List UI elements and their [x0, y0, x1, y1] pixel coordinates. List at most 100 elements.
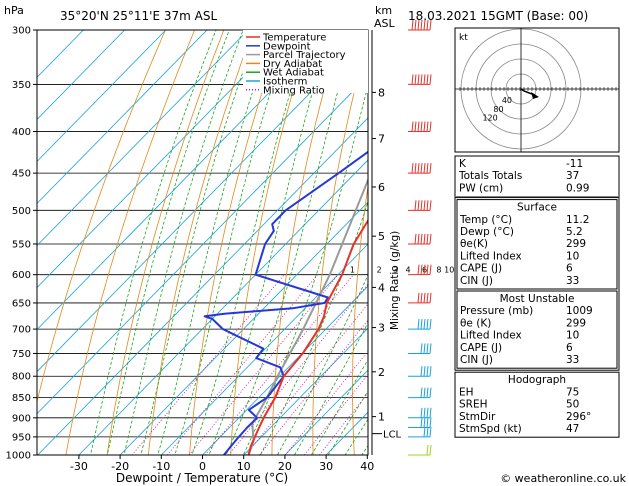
- dry-adiabat-310: [352, 183, 368, 455]
- surface-table-value: 5.2: [566, 226, 583, 238]
- pressure-tick-label: 500: [12, 206, 31, 217]
- wind-barb-flag: [420, 19, 423, 31]
- wet-adiabat--24: [90, 30, 217, 455]
- isotherm--80: [37, 30, 290, 289]
- surface-table-label: Lifted Index: [460, 250, 522, 262]
- wind-barb-flag: [420, 74, 423, 85]
- indices-table-label: Totals Totals: [458, 170, 522, 182]
- temp-tick-label: -20: [111, 460, 129, 473]
- wind-barb-flag: [426, 407, 429, 418]
- legend-label: Temperature: [262, 33, 326, 44]
- temp-tick-label: 0: [199, 460, 206, 473]
- wind-barb-flag: [420, 200, 423, 211]
- parcel-trajectory-line: [247, 177, 368, 455]
- wind-barb-flag: [420, 417, 423, 428]
- hodograph-table-title: Hodograph: [508, 374, 566, 386]
- wind-barb: [408, 387, 432, 399]
- isotherm--120: [37, 30, 125, 120]
- wet-adiabat-12: [242, 83, 368, 455]
- legend-background: [243, 30, 368, 93]
- wind-barb-flag: [429, 74, 432, 85]
- wind-barb-flag: [426, 292, 429, 303]
- wind-barb-flag: [420, 319, 423, 330]
- wind-barb-flag: [429, 19, 432, 31]
- most-unstable-table-frame: [456, 290, 618, 369]
- isotherm--20: [119, 201, 368, 455]
- most-unstable-table-title: Most Unstable: [500, 293, 575, 305]
- pressure-tick-label: 550: [12, 239, 31, 250]
- wind-barb-flag: [417, 74, 420, 85]
- indices-table-value: -11: [566, 158, 583, 170]
- wind-barb-flag: [426, 233, 429, 245]
- wet-adiabat--8: [157, 30, 274, 455]
- mixing-ratio-line-3: [188, 274, 339, 455]
- wind-barb-flag: [429, 417, 432, 428]
- indices-table-frame: [454, 155, 620, 198]
- wind-barb-flag: [429, 366, 432, 377]
- wind-barb-flag: [423, 366, 426, 377]
- indices-table-label: K: [459, 158, 467, 170]
- wet-adiabat--12: [140, 30, 259, 455]
- most-unstable-table-value: 10: [566, 330, 579, 342]
- wind-barb-flag: [429, 407, 432, 418]
- wet-adiabat--20: [106, 30, 230, 455]
- isotherm--90: [37, 30, 249, 247]
- location-title: 35°20'N 25°11'E 37m ASL: [60, 9, 217, 23]
- pressure-tick-label: 1000: [6, 451, 31, 462]
- pressure-tick-label: 850: [12, 393, 31, 404]
- temp-tick-label: 40: [360, 460, 374, 473]
- wind-barb-flag: [426, 319, 429, 330]
- wind-barb: [408, 292, 432, 304]
- surface-table-title: Surface: [517, 202, 557, 214]
- wind-barb-flag: [423, 426, 426, 437]
- km-tick-label: 8: [378, 86, 385, 99]
- legend-label: Dry Adiabat: [263, 59, 322, 70]
- most-unstable-table-value: 6: [566, 342, 573, 354]
- indices-table-value: 37: [566, 170, 579, 182]
- hodograph-arrow: [531, 92, 539, 99]
- wind-barb-flag: [423, 292, 426, 303]
- surface-table-value: 299: [566, 238, 586, 250]
- temp-tick-label: 10: [237, 460, 251, 473]
- wind-barb: [408, 444, 432, 456]
- pressure-tick-label: 800: [12, 372, 31, 383]
- most-unstable-table-label: CAPE (J): [460, 342, 502, 354]
- wind-barb-flag: [429, 387, 432, 398]
- hodograph-table-frame: [454, 371, 620, 438]
- wind-barb-flag: [414, 163, 417, 174]
- hodograph-table-label: StmSpd (kt): [459, 423, 522, 435]
- mixing-ratio-axis-label: Mixing Ratio (g/kg): [389, 231, 401, 330]
- wind-barb-flag: [426, 19, 429, 31]
- hodograph-table-value: 296°: [566, 411, 591, 423]
- wet-adiabat--16: [123, 30, 244, 455]
- wind-barb-flag: [414, 121, 417, 132]
- wind-barb-flag: [411, 121, 414, 132]
- pressure-tick-label: 950: [12, 432, 31, 443]
- hodograph-table-label: SREH: [459, 399, 488, 411]
- wind-barbs: [408, 19, 432, 456]
- mixing-ratio-label: 2: [377, 266, 382, 275]
- copyright: © weatheronline.co.uk: [500, 472, 626, 485]
- wind-barb-flag: [426, 366, 429, 377]
- wind-barb-flag: [414, 19, 417, 31]
- temp-tick-label: -10: [152, 460, 170, 473]
- km-tick-label: 7: [378, 133, 385, 146]
- pressure-tick-label: 400: [12, 127, 31, 138]
- wet-adiabat--4: [174, 30, 292, 455]
- wet-adiabat-20: [277, 273, 368, 455]
- wind-barb-flag: [423, 319, 426, 330]
- most-unstable-table-value: 299: [566, 317, 586, 329]
- mixing-ratio-label: 4: [406, 266, 411, 275]
- pressure-tick-label: 600: [12, 270, 31, 281]
- wind-barb-flag: [429, 200, 432, 211]
- legend-label: Mixing Ratio: [263, 85, 325, 96]
- wind-barb-flag: [429, 121, 432, 132]
- temp-tick-label: 30: [319, 460, 333, 473]
- skewt-axes: 3003504004505005506006507007508008509009…: [6, 26, 375, 474]
- isotherm--60: [37, 33, 368, 373]
- wind-barb-flag: [429, 163, 432, 174]
